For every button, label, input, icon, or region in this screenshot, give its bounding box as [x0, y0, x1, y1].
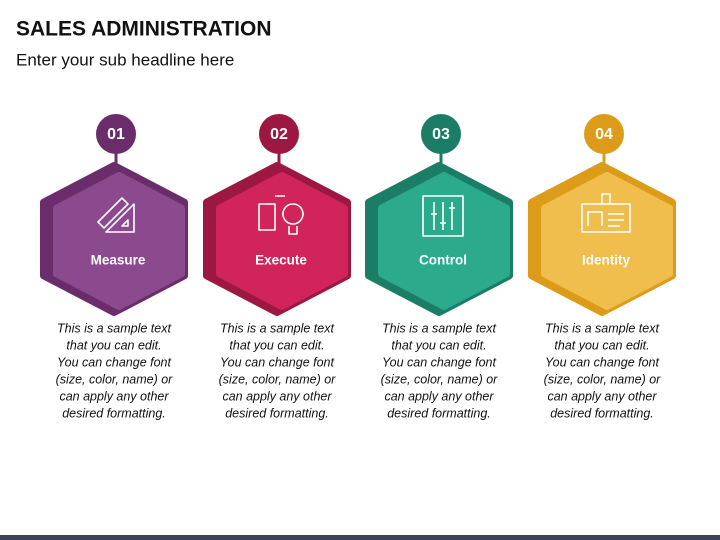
- description-line: (size, color, name) or: [56, 372, 174, 386]
- title: SALES ADMINISTRATION: [16, 18, 272, 41]
- number-badge: [259, 114, 299, 154]
- label: Measure: [91, 253, 146, 268]
- hexagon: [378, 172, 510, 310]
- description-line: You can change font: [220, 355, 335, 369]
- description-line: This is a sample text: [220, 321, 334, 335]
- number-badge: [96, 114, 136, 154]
- description-line: that you can edit.: [391, 338, 486, 352]
- description-line: desired formatting.: [550, 406, 654, 420]
- description-line: desired formatting.: [225, 406, 329, 420]
- description-line: can apply any other: [222, 389, 332, 403]
- bottom-bar: [0, 535, 720, 540]
- description-line: (size, color, name) or: [544, 372, 662, 386]
- description-line: can apply any other: [384, 389, 494, 403]
- number: 01: [107, 126, 125, 143]
- label: Execute: [255, 253, 307, 268]
- description-line: that you can edit.: [229, 338, 324, 352]
- description-line: You can change font: [545, 355, 660, 369]
- hexagon: [216, 172, 348, 310]
- icon: [97, 197, 135, 233]
- label: Identity: [582, 253, 630, 268]
- number: 03: [432, 126, 450, 143]
- description-line: This is a sample text: [57, 321, 171, 335]
- description-line: This is a sample text: [545, 321, 659, 335]
- label: Control: [419, 253, 467, 268]
- description-line: This is a sample text: [382, 321, 496, 335]
- description-line: You can change font: [382, 355, 497, 369]
- description-line: desired formatting.: [387, 406, 491, 420]
- hexagon: [53, 172, 185, 310]
- description-line: (size, color, name) or: [219, 372, 337, 386]
- description-line: You can change font: [57, 355, 172, 369]
- number: 02: [270, 126, 288, 143]
- subtitle: Enter your sub headline here: [16, 50, 234, 69]
- description-line: desired formatting.: [62, 406, 166, 420]
- number: 04: [595, 126, 613, 143]
- number-badge: [421, 114, 461, 154]
- description-line: (size, color, name) or: [381, 372, 499, 386]
- icon: [581, 193, 631, 233]
- description-line: that you can edit.: [66, 338, 161, 352]
- description-line: can apply any other: [59, 389, 169, 403]
- hexagon: [541, 172, 673, 310]
- icon: [422, 195, 464, 237]
- icon: [258, 195, 304, 235]
- description-line: can apply any other: [547, 389, 657, 403]
- description-line: that you can edit.: [554, 338, 649, 352]
- number-badge: [584, 114, 624, 154]
